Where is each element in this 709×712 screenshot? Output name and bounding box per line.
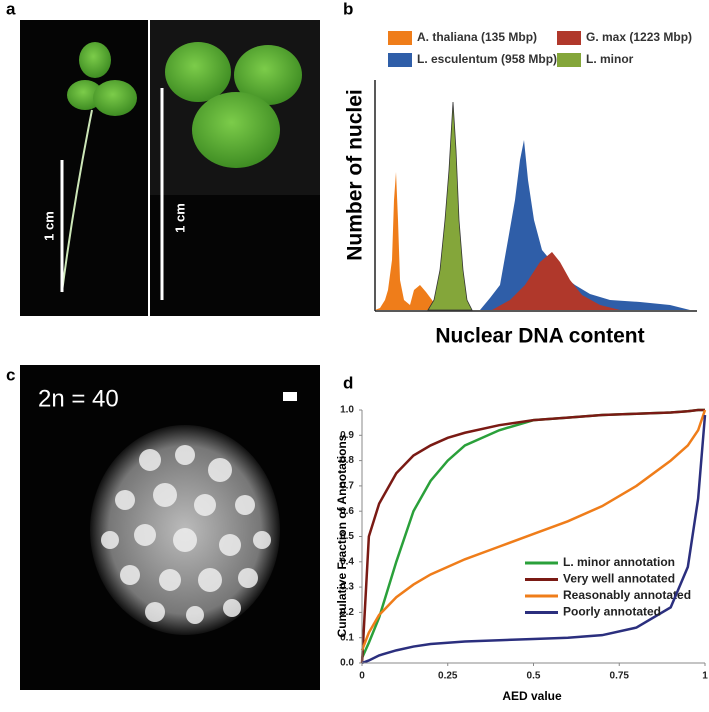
karyotype-label: 2n = 40 [38,385,119,412]
chromosomes [101,445,271,624]
x-tick-label: 0.5 [527,671,541,682]
scale-bar [283,392,297,401]
legend-label: L. minor annotation [563,555,675,569]
y-tick-label: 0.7 [340,481,354,492]
axis-title: Cumulative Fraction of Annotations [335,434,349,637]
y-tick-label: 0.8 [340,455,354,466]
legend-label: Very well annotated [563,572,675,586]
y-tick-label: 0.2 [340,607,354,618]
histogram [427,101,473,311]
y-tick-label: 0.4 [340,556,354,567]
x-tick-label: 1 [702,671,708,682]
legend-label: G. max (1223 Mbp) [586,30,692,44]
series-line [360,409,707,651]
legend-swatch [557,53,581,67]
panel-letter: b [343,0,353,18]
y-tick-label: 0.9 [340,430,354,441]
series-line [360,408,705,664]
y-tick-label: 1.0 [340,405,354,416]
x-tick-label: 0 [359,671,365,682]
leaf [165,42,231,102]
axis-title: AED value [502,689,562,703]
histogram [492,252,620,310]
scale-label: 1 cm [41,211,56,241]
y-tick-label: 0.0 [340,658,354,669]
axis-title: Number of nuclei [344,89,367,261]
legend-label: L. esculentum (958 Mbp) [417,52,557,66]
legend-label: L. minor [586,52,634,66]
y-tick-label: 0.5 [340,531,354,542]
legend-label: Poorly annotated [563,605,661,619]
axis-title: Nuclear DNA content [435,325,644,348]
legend-swatch [388,53,412,67]
histogram [375,172,440,310]
panel-letter: a [6,0,16,18]
y-tick-label: 0.1 [340,632,354,643]
y-tick-label: 0.6 [340,506,354,517]
legend-label: A. thaliana (135 Mbp) [417,30,537,44]
x-tick-label: 0.75 [610,671,630,682]
scale-label: 1 cm [172,203,187,233]
panel-letter: d [343,373,353,392]
stem [61,109,93,293]
x-tick-label: 0.25 [438,671,458,682]
leaf [192,92,280,168]
panel-letter: c [6,365,15,384]
y-tick-label: 0.3 [340,582,354,593]
histogram [480,140,690,310]
leaf [93,80,137,116]
leaf [234,45,302,105]
legend-label: Reasonably annotated [563,588,691,602]
leaf [79,42,111,78]
legend-swatch [557,31,581,45]
series-line [361,414,707,665]
legend-swatch [388,31,412,45]
